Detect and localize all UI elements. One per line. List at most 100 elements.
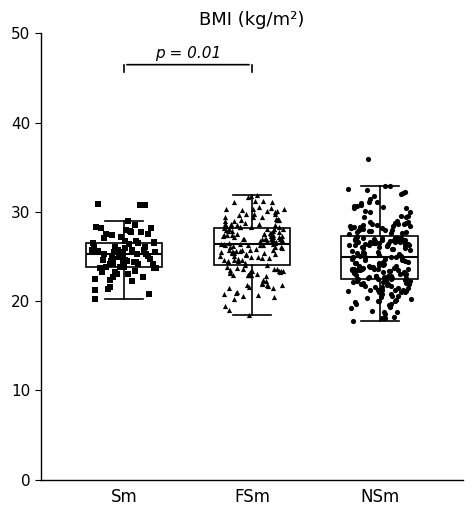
Point (384, 280, 392, 288)
Point (90, 243, 97, 251)
Point (147, 224, 155, 232)
Point (375, 297, 383, 306)
Point (230, 256, 237, 265)
Point (353, 233, 360, 241)
Point (384, 271, 392, 280)
Point (258, 214, 266, 222)
Point (386, 182, 394, 190)
Point (109, 260, 117, 268)
Point (381, 260, 388, 268)
Point (106, 276, 114, 284)
Point (232, 289, 240, 297)
Point (227, 266, 234, 274)
Point (381, 310, 388, 318)
Point (241, 219, 248, 227)
Point (369, 239, 377, 248)
Point (270, 293, 277, 301)
Point (402, 212, 410, 221)
Point (109, 272, 117, 281)
Point (272, 243, 279, 251)
Point (261, 230, 268, 238)
Point (365, 273, 373, 281)
Point (390, 245, 397, 253)
Point (115, 246, 122, 254)
Point (267, 204, 275, 212)
Point (360, 248, 367, 256)
Point (370, 265, 378, 273)
Point (273, 216, 281, 224)
Point (349, 252, 356, 261)
Point (272, 207, 279, 216)
Point (370, 235, 378, 244)
Point (128, 277, 136, 285)
Text: p = 0.01: p = 0.01 (155, 46, 221, 61)
Point (400, 268, 408, 277)
Point (230, 217, 238, 225)
Point (277, 267, 284, 275)
Point (91, 285, 99, 294)
Point (272, 238, 280, 246)
Point (125, 240, 132, 249)
Point (237, 206, 245, 214)
Point (220, 231, 228, 239)
Point (240, 235, 247, 243)
Point (126, 226, 134, 235)
Point (245, 193, 252, 202)
Point (374, 248, 382, 256)
Point (404, 240, 412, 249)
Point (109, 255, 117, 263)
Point (263, 237, 271, 245)
Point (393, 234, 401, 242)
Point (396, 269, 403, 278)
Point (260, 230, 268, 238)
Point (114, 269, 121, 278)
Point (258, 235, 266, 244)
Point (245, 270, 252, 279)
Point (404, 212, 412, 220)
Point (380, 261, 387, 269)
Point (275, 216, 283, 224)
Point (246, 268, 254, 276)
Point (350, 267, 357, 276)
Point (89, 239, 96, 247)
Point (387, 272, 395, 280)
Point (137, 229, 145, 237)
Point (258, 280, 265, 288)
Point (373, 197, 381, 206)
Point (236, 223, 244, 231)
Point (347, 224, 355, 233)
Point (111, 268, 119, 276)
Point (272, 210, 279, 218)
Point (264, 253, 272, 262)
Point (107, 260, 114, 268)
Point (384, 240, 392, 248)
Point (128, 246, 136, 254)
Point (230, 295, 237, 303)
Point (233, 230, 241, 238)
Point (269, 236, 277, 245)
Point (247, 253, 255, 261)
Point (391, 219, 398, 227)
Title: BMI (kg/m²): BMI (kg/m²) (199, 11, 305, 29)
Point (225, 246, 233, 254)
Point (395, 250, 402, 258)
Point (363, 294, 371, 302)
Point (145, 290, 153, 298)
Point (119, 250, 127, 258)
Point (100, 250, 108, 258)
Point (387, 282, 395, 291)
Point (357, 199, 365, 207)
Point (353, 249, 360, 257)
Point (397, 238, 404, 246)
Point (401, 239, 409, 248)
Point (392, 296, 400, 305)
Point (275, 228, 283, 236)
Point (256, 240, 264, 249)
Point (259, 279, 266, 287)
Point (132, 258, 140, 266)
Point (406, 246, 413, 254)
Point (369, 307, 376, 315)
Point (117, 233, 124, 241)
Point (119, 257, 127, 265)
Point (225, 306, 233, 314)
